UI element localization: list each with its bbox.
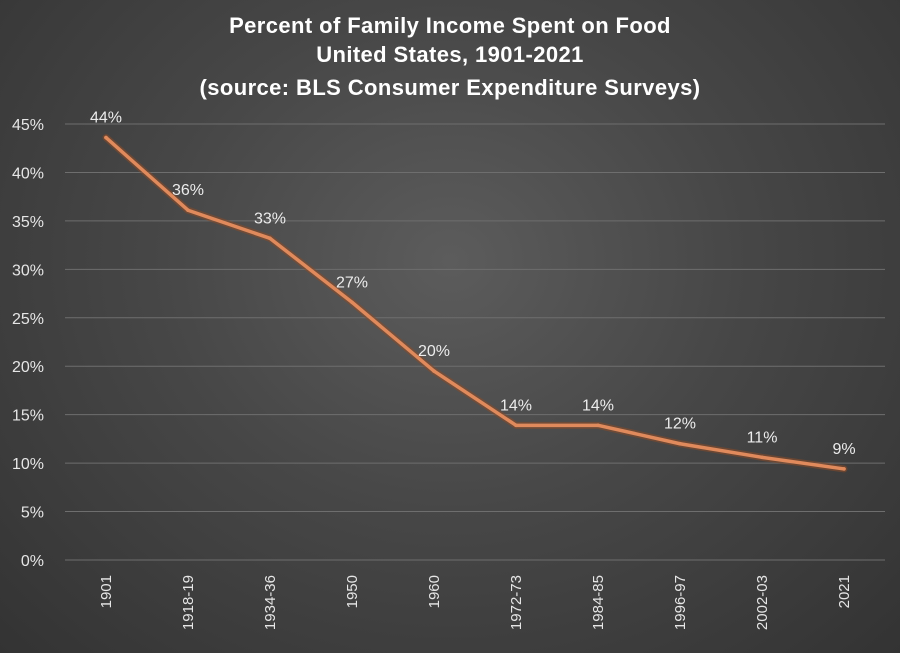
series-line — [104, 135, 846, 471]
y-tick-label: 20% — [12, 359, 44, 376]
data-point — [842, 467, 846, 471]
data-label: 14% — [500, 397, 532, 414]
series-line-shadow — [102, 134, 848, 473]
x-axis-ticks: 1901 1918-19 1934-36 1950 1960 1972-73 1984-85… — [98, 575, 853, 630]
y-tick-label: 30% — [12, 262, 44, 279]
y-tick-label: 25% — [12, 311, 44, 328]
data-point — [678, 441, 682, 446]
chart-title-line-2: United States, 1901-2021 — [316, 42, 584, 67]
y-tick-label: 15% — [12, 408, 44, 425]
x-tick-label: 1960 — [426, 575, 443, 608]
y-tick-label: 10% — [12, 456, 44, 473]
y-tick-label: 40% — [12, 165, 44, 182]
x-tick-label: 1984-85 — [590, 575, 607, 630]
x-tick-label: 1950 — [344, 575, 361, 608]
x-tick-label: 1918-19 — [180, 575, 197, 630]
data-series — [102, 134, 848, 473]
gridlines — [65, 123, 885, 561]
x-tick-label: 1996-97 — [672, 575, 689, 630]
y-tick-label: 45% — [12, 117, 44, 134]
data-point — [432, 369, 436, 373]
data-label: 12% — [664, 416, 696, 433]
data-label: 20% — [418, 343, 450, 360]
y-tick-label: 35% — [12, 214, 44, 231]
data-label: 27% — [336, 274, 368, 291]
chart-title-line-3: (source: BLS Consumer Expenditure Survey… — [200, 75, 701, 100]
data-label: 44% — [90, 110, 122, 127]
x-tick-label: 1972-73 — [508, 575, 525, 630]
data-label: 33% — [254, 210, 286, 227]
data-point — [514, 423, 518, 428]
x-tick-label: 2021 — [836, 575, 853, 608]
data-label: 14% — [582, 397, 614, 414]
x-tick-label: 1901 — [98, 575, 115, 608]
chart-title-line-1: Percent of Family Income Spent on Food — [229, 13, 671, 38]
data-point — [350, 300, 354, 305]
data-point — [104, 135, 108, 140]
data-label: 36% — [172, 182, 204, 199]
y-tick-label: 0% — [21, 553, 44, 570]
data-point — [760, 455, 764, 460]
x-tick-label: 2002-03 — [754, 575, 771, 630]
data-label: 9% — [832, 441, 855, 458]
data-point — [596, 423, 600, 428]
y-axis-ticks: 0% 5% 10% 15% 20% 25% 30% 35% 40% 45% — [12, 117, 44, 570]
data-labels: 44% 36% 33% 27% 20% 14% 14% 12% 11% 9% — [90, 110, 856, 458]
data-point — [186, 208, 190, 213]
chart-title: Percent of Family Income Spent on Food U… — [200, 13, 701, 100]
y-tick-label: 5% — [21, 505, 44, 522]
x-tick-label: 1934-36 — [262, 575, 279, 630]
data-label: 11% — [747, 429, 778, 446]
data-point — [268, 236, 272, 241]
